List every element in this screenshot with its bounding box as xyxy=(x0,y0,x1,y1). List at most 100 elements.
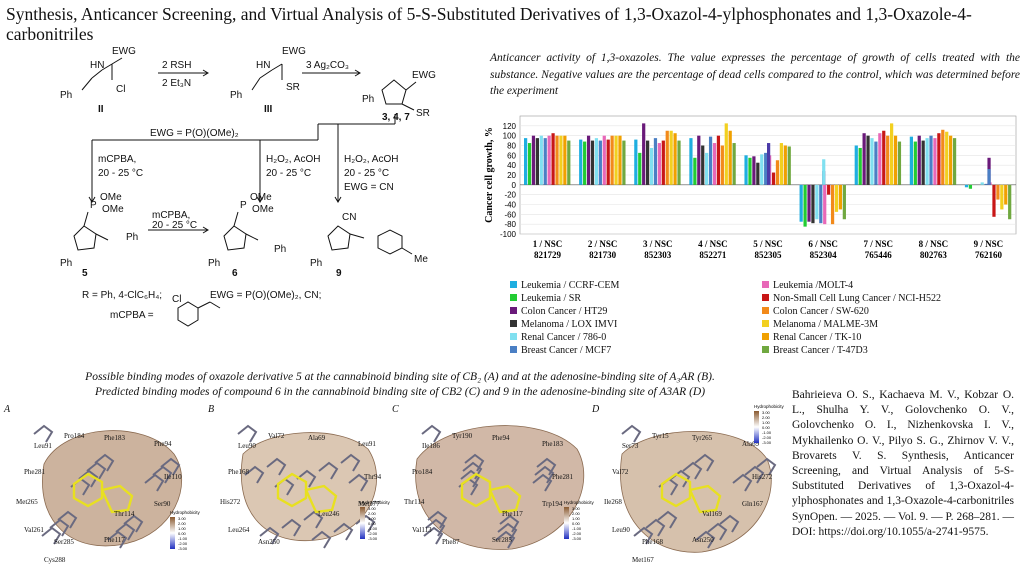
bar xyxy=(933,138,937,185)
bar xyxy=(622,140,626,185)
scale-tick: 2.00 xyxy=(762,415,771,420)
chart-legend: Leukemia / CCRF-CEM Leukemia /MOLT-4 Leuke… xyxy=(510,280,1020,360)
h2o2-conditions-2: H₂O₂, AcOH xyxy=(344,154,398,165)
bar xyxy=(728,130,732,185)
bar xyxy=(673,133,677,185)
residue-label: Val113 xyxy=(412,526,432,534)
reaction-scheme: EWG HN Ph Cl II 2 RSH 2 Et₃N EWG HN SR P… xyxy=(60,46,436,327)
docking-image-a: Pro184 Leu91 Phe183 Phe94 Phe281 Ile110 Met265… xyxy=(16,424,201,564)
scale-tick: 2.00 xyxy=(368,511,377,516)
legend-item: Non-Small Cell Lung Cancer / NCI-H522 xyxy=(762,293,941,304)
scale-tick: 3.00 xyxy=(572,506,581,511)
compound-II-label: II xyxy=(98,104,104,115)
h2o2-conditions-2c: EWG = CN xyxy=(344,182,394,193)
residue-stick xyxy=(115,522,136,541)
residue-label: Thr114 xyxy=(404,498,425,506)
docking-image-d: Tyr15 Ser73 Tyr265 Ala69 Val72 His272 Ile268 Gl… xyxy=(604,404,785,564)
bar xyxy=(980,182,984,185)
scale-tick: -2.00 xyxy=(178,541,188,546)
residue-label: Ser285 xyxy=(54,538,74,546)
bar xyxy=(524,138,528,185)
bar xyxy=(949,135,953,185)
bar xyxy=(531,135,536,185)
bar xyxy=(697,135,701,185)
docking-image-c: Tyr190 Ile186 Phe94 Phe183 Pro184 Phe281 Thr11… xyxy=(404,424,595,550)
legend-label: Renal Cancer / TK-10 xyxy=(773,332,862,343)
legend-swatch xyxy=(510,333,517,340)
bar xyxy=(665,130,669,185)
bar xyxy=(744,155,748,185)
residue-stick xyxy=(707,522,728,541)
residue-label: Met177 xyxy=(358,500,380,508)
x-tick-label: 2 / NSC xyxy=(588,239,618,249)
bar xyxy=(921,140,925,185)
scale-tick: 0.00 xyxy=(762,425,771,430)
me-label-9: Me xyxy=(414,254,428,265)
bar xyxy=(543,138,547,185)
residue-stick xyxy=(266,457,287,476)
bar xyxy=(567,140,571,185)
ewg-definition: EWG = P(O)(OMe)₂, CN; xyxy=(210,290,321,301)
bar xyxy=(878,133,882,185)
residue-label: Ile186 xyxy=(422,442,440,450)
legend-item: Leukemia / CCRF-CEM xyxy=(510,280,619,291)
y-axis-label: Cancer cell growth, % xyxy=(484,127,495,223)
scale-tick: 0.00 xyxy=(368,521,377,526)
residue-label: Phe87 xyxy=(442,538,460,546)
sr-label-iii: SR xyxy=(286,82,300,93)
page-title: Synthesis, Anticancer Screening, and Vir… xyxy=(6,4,972,44)
residue-label: Val72 xyxy=(612,468,629,476)
ome-6a: OMe xyxy=(250,192,272,203)
legend-swatch xyxy=(510,307,517,314)
residue-label: Ser73 xyxy=(622,442,639,450)
bar xyxy=(823,184,827,225)
residue-stick xyxy=(281,518,302,537)
step1-reagent-2: 2 Et₃N xyxy=(162,78,191,89)
residue-stick xyxy=(464,453,485,472)
citation: Bahrieieva O. S., Kachaeva M. V., Kobzar… xyxy=(792,389,1014,538)
scale-tick: -2.00 xyxy=(762,435,772,440)
residue-label: Phe183 xyxy=(104,434,126,442)
ph-label-9: Ph xyxy=(310,258,322,269)
y-tick-label: 60 xyxy=(507,151,516,160)
bar xyxy=(799,184,803,222)
bar xyxy=(779,143,783,185)
residue-stick xyxy=(756,457,777,476)
sr-label-3: SR xyxy=(416,108,430,119)
bar xyxy=(937,133,941,185)
x-tick-label: 6 / NSC xyxy=(808,239,838,249)
compound-III-label: III xyxy=(264,104,273,115)
legend-item: Leukemia / SR xyxy=(510,293,581,304)
x-tick-label: 1 / NSC xyxy=(533,239,563,249)
residue-label: Thr94 xyxy=(364,473,382,481)
residue-stick xyxy=(41,526,62,545)
docking-image-b: Val72 Leu90 Ala69 Leu91 Phe168 Thr94 His272 Met… xyxy=(220,424,391,549)
bar xyxy=(583,141,587,185)
ph-label-5b: Ph xyxy=(60,258,72,269)
scale-title: Hydrophobicity xyxy=(170,510,201,515)
bar xyxy=(716,135,721,185)
residue-label: Pro184 xyxy=(412,468,433,476)
mcpba-conditions-1b: 20 - 25 °C xyxy=(98,168,143,179)
hn-label-iii: HN xyxy=(256,60,270,71)
residue-stick xyxy=(57,510,78,529)
residue-stick xyxy=(303,510,324,529)
residue-label: Leu91 xyxy=(34,442,52,450)
bar xyxy=(858,147,862,185)
x-tick-label: 852304 xyxy=(810,250,838,260)
y-tick-label: -100 xyxy=(500,230,517,239)
residue-label: Phe94 xyxy=(154,440,172,448)
residue-label: Leu264 xyxy=(228,526,250,534)
legend-swatch xyxy=(510,281,517,288)
scale-tick: 3.00 xyxy=(368,506,377,511)
h2o2-conditions-1: H₂O₂, AcOH xyxy=(266,154,320,165)
bar xyxy=(866,135,870,185)
x-tick-label: 762160 xyxy=(975,250,1003,260)
bar xyxy=(693,157,697,185)
residue-label: Ser90 xyxy=(154,500,171,508)
bar xyxy=(701,145,705,185)
panel-letter-c: C xyxy=(392,404,399,415)
scale-tick: -2.00 xyxy=(572,531,582,536)
scale-bar xyxy=(754,411,759,443)
ligand xyxy=(460,472,522,514)
